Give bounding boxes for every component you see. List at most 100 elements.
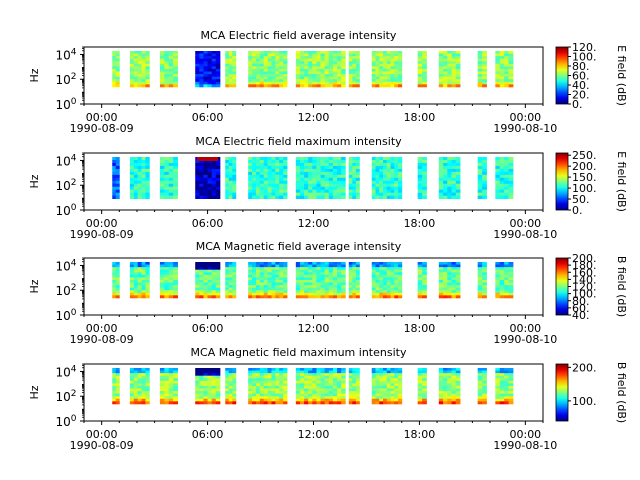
heatmap-cell — [504, 171, 509, 176]
heatmap-cell — [141, 66, 146, 70]
heatmap-cell — [312, 195, 317, 199]
heatmap-cell — [259, 269, 265, 273]
heatmap-cell — [398, 279, 403, 283]
heatmap-cell — [371, 180, 376, 185]
heatmap-cell — [207, 76, 213, 80]
heatmap-cell — [320, 159, 326, 164]
heatmap-cell — [482, 189, 487, 194]
heatmap-cell — [252, 388, 257, 392]
heatmap-cell — [355, 183, 360, 188]
heatmap-cell — [341, 58, 346, 62]
heatmap-cell — [499, 378, 505, 382]
heatmap-cell — [504, 195, 509, 199]
heatmap-cell — [417, 264, 423, 268]
heatmap-cell — [495, 285, 501, 289]
heatmap-cell — [375, 272, 380, 276]
heatmap-cell — [308, 74, 313, 78]
heatmap-cell — [304, 385, 309, 389]
heatmap-cell — [495, 58, 501, 62]
heatmap-cell — [168, 290, 174, 294]
heatmap-cell — [386, 180, 391, 185]
heatmap-cell — [316, 279, 321, 283]
heatmap-cell — [168, 279, 174, 283]
heatmap-cell — [295, 398, 301, 402]
heatmap-cell — [352, 186, 357, 191]
heatmap-cell — [232, 71, 237, 75]
heatmap-cell — [199, 159, 204, 164]
heatmap-cell — [477, 370, 483, 374]
heatmap-cell — [283, 396, 288, 400]
heatmap-cell — [228, 398, 233, 402]
heatmap-cell — [159, 274, 165, 278]
heatmap-cell — [145, 174, 150, 179]
heatmap-cell — [438, 61, 444, 65]
heatmap-cell — [324, 292, 330, 296]
heatmap-cell — [394, 61, 399, 65]
heatmap-cell — [159, 186, 165, 191]
heatmap-cell — [295, 174, 301, 179]
heatmap-cell — [199, 267, 204, 271]
heatmap-cell — [352, 71, 357, 75]
heatmap-cell — [232, 393, 237, 397]
heatmap-cell — [495, 277, 501, 281]
heatmap-cell — [320, 383, 326, 387]
heatmap-cell — [168, 398, 174, 402]
heatmap-cell — [495, 279, 501, 283]
heatmap-cell — [398, 378, 403, 382]
colorbar-tick-label: 0. — [572, 204, 583, 217]
x-tick-date: 1990-08-09 — [70, 439, 134, 452]
heatmap-cell — [133, 186, 139, 191]
heatmap-cell — [248, 186, 253, 191]
heatmap-cell — [145, 290, 150, 294]
heatmap-cell — [508, 159, 514, 164]
heatmap-cell — [195, 76, 200, 80]
heatmap-cell — [312, 171, 317, 176]
heatmap-cell — [328, 58, 334, 62]
heatmap-cell — [386, 287, 391, 291]
heatmap-cell — [451, 378, 457, 382]
heatmap-cell — [447, 58, 452, 62]
heatmap-cell — [499, 81, 505, 85]
heatmap-cell — [320, 71, 326, 75]
heatmap-cell — [379, 84, 384, 88]
heatmap-cell — [355, 279, 360, 283]
heatmap-cell — [320, 272, 326, 276]
heatmap-cell — [482, 162, 487, 167]
heatmap-cell — [394, 51, 399, 54]
heatmap-cell — [267, 380, 272, 384]
heatmap-cell — [328, 380, 334, 384]
heatmap-cell — [215, 398, 221, 402]
heatmap-cell — [225, 393, 230, 397]
heatmap-cell — [504, 53, 509, 57]
heatmap-cell — [451, 159, 457, 164]
heatmap-cell — [348, 282, 353, 286]
heatmap-cell — [499, 401, 505, 405]
heatmap-cell — [252, 274, 257, 278]
heatmap-cell — [112, 61, 117, 65]
heatmap-cell — [379, 388, 384, 392]
x-tick-label: 00:00 — [86, 322, 118, 335]
heatmap-cell — [379, 177, 384, 182]
heatmap-cell — [443, 393, 448, 397]
heatmap-cell — [133, 287, 139, 291]
heatmap-cell — [417, 370, 423, 374]
heatmap-cell — [199, 81, 204, 85]
heatmap-cell — [394, 401, 399, 405]
heatmap-cell — [316, 388, 321, 392]
heatmap-cell — [316, 174, 321, 179]
heatmap-cell — [308, 66, 313, 70]
heatmap-cell — [383, 264, 388, 268]
heatmap-cell — [320, 63, 326, 67]
heatmap-cell — [443, 370, 448, 374]
heatmap-cell — [352, 370, 357, 374]
heatmap-cell — [283, 279, 288, 283]
heatmap-cell — [159, 373, 165, 377]
heatmap-cell — [199, 79, 204, 83]
heatmap-cell — [279, 292, 284, 296]
heatmap-cell — [504, 71, 509, 75]
heatmap-cell — [263, 285, 268, 289]
heatmap-cell — [232, 282, 237, 286]
heatmap-cell — [195, 290, 200, 294]
heatmap-cell — [398, 84, 403, 88]
heatmap-cell — [504, 378, 509, 382]
